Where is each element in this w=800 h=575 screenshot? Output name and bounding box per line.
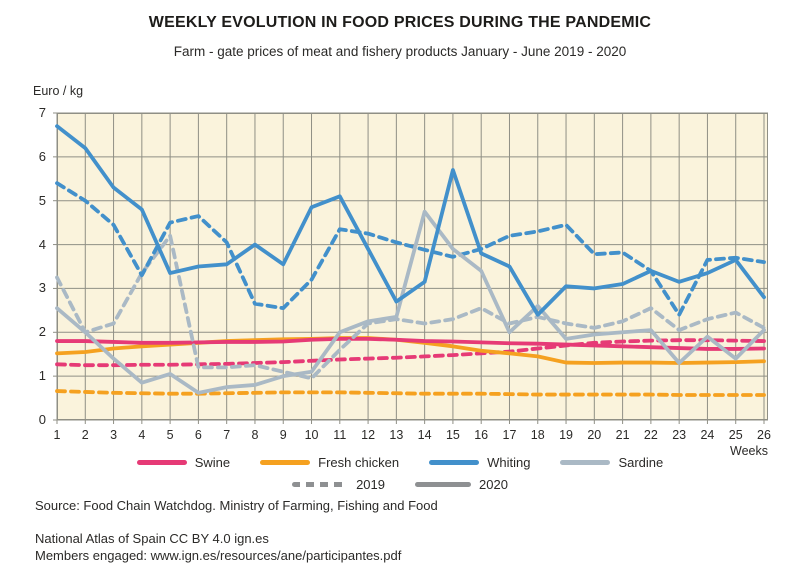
- x-tick-label: 19: [559, 428, 573, 442]
- x-tick-label: 25: [728, 428, 743, 442]
- x-tick-label: 13: [389, 428, 404, 442]
- plot-area: [53, 112, 768, 424]
- series-swine-2019-line: [55, 338, 766, 368]
- y-tick-label: 3: [38, 280, 46, 296]
- legend-label-fresh-chicken: Fresh chicken: [318, 455, 400, 470]
- y-tick-label: 2: [38, 324, 46, 340]
- x-tick-label: 23: [672, 428, 687, 442]
- y-tick-label: 7: [38, 105, 46, 120]
- series-sardine-2020-line: [55, 209, 766, 395]
- source-text: Source: Food Chain Watchdog. Ministry of…: [35, 498, 438, 513]
- x-axis-weeks-label: Weeks: [730, 444, 768, 458]
- legend-item-whiting: Whiting: [429, 455, 530, 470]
- y-tick-label: 4: [38, 236, 46, 252]
- x-tick-label: 7: [223, 428, 231, 442]
- x-tick-label: 8: [251, 428, 259, 442]
- sardine-line-swatch: [560, 460, 611, 465]
- x-tick-label: 3: [110, 428, 118, 442]
- x-tick-label: 1: [53, 428, 61, 442]
- year-2019-dashed-swatch: [292, 482, 349, 487]
- series-whiting-2020-line: [55, 124, 766, 317]
- x-tick-label: 11: [333, 428, 347, 442]
- series-fresh-chicken-2019-line: [55, 389, 766, 397]
- x-tick-label: 6: [194, 428, 202, 442]
- chart-subtitle: Farm - gate prices of meat and fishery p…: [173, 44, 627, 59]
- x-tick-label: 16: [474, 428, 489, 442]
- x-tick-label: 2: [81, 428, 89, 442]
- x-tick-label: 21: [615, 428, 630, 442]
- members-text: Members engaged: www.ign.es/resources/an…: [35, 548, 402, 563]
- chart-title: WEEKLY EVOLUTION IN FOOD PRICES DURING T…: [148, 14, 652, 31]
- legend-item-swine: Swine: [136, 455, 231, 470]
- series-sardine-2019-line: [55, 233, 766, 381]
- y-axis-unit-label: Euro / kg: [33, 84, 84, 98]
- legend-products-row: Swine Fresh chicken Whiting Sardine: [0, 455, 800, 470]
- legend-label-whiting: Whiting: [487, 455, 531, 470]
- y-tick-label: 6: [38, 148, 46, 164]
- y-tick-label: 0: [38, 412, 46, 427]
- y-tick-label: 1: [38, 368, 46, 384]
- legend-item-sardine: Sardine: [560, 455, 663, 470]
- x-tick-label: 10: [304, 428, 319, 442]
- x-tick-label: 9: [279, 428, 287, 442]
- x-tick-label: 4: [138, 428, 146, 442]
- price-lines-svg: [53, 112, 768, 424]
- legend-label-sardine: Sardine: [618, 455, 664, 470]
- attribution-text: National Atlas of Spain CC BY 4.0 ign.es: [35, 531, 269, 546]
- x-tick-label: 26: [757, 428, 771, 442]
- swine-line-swatch: [136, 460, 187, 465]
- legend-years-row: 2019 2020: [0, 477, 800, 492]
- series-swine-2020-line: [55, 336, 766, 351]
- x-tick-label: 20: [587, 428, 602, 442]
- x-tick-label: 15: [445, 428, 460, 442]
- legend-item-2019: 2019: [292, 477, 385, 492]
- x-tick-label: 14: [417, 428, 432, 442]
- legend-item-fresh-chicken: Fresh chicken: [260, 455, 399, 470]
- y-tick-label: 5: [38, 192, 46, 208]
- series-whiting-2019-line: [55, 181, 766, 317]
- year-2020-solid-swatch: [415, 482, 471, 487]
- fresh-chicken-line-swatch: [260, 460, 311, 465]
- x-tick-label: 24: [700, 428, 715, 442]
- x-tick-label: 17: [502, 428, 517, 442]
- legend-label-2020: 2020: [479, 477, 508, 492]
- x-tick-label: 22: [643, 428, 658, 442]
- x-tick-label: 12: [361, 428, 376, 442]
- x-tick-label: 18: [530, 428, 545, 442]
- legend-label-2019: 2019: [356, 477, 385, 492]
- x-tick-label: 5: [166, 428, 174, 442]
- legend-label-swine: Swine: [194, 455, 231, 470]
- legend-item-2020: 2020: [415, 477, 508, 492]
- whiting-line-swatch: [429, 460, 480, 465]
